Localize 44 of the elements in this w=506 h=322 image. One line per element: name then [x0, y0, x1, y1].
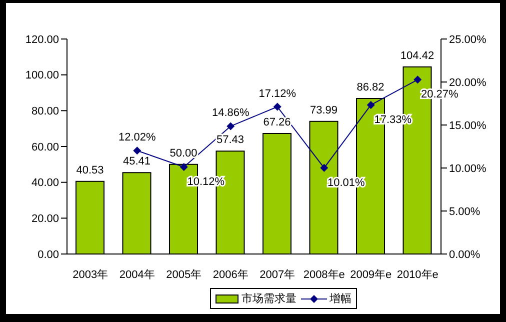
data-label: 14.86%	[212, 107, 250, 120]
point	[226, 122, 235, 130]
data-label: 12.02%	[118, 132, 156, 144]
y2-tick-label: 20.00%	[449, 76, 487, 89]
y-tick-label: 40.00	[31, 177, 59, 190]
data-label: 45.41	[122, 156, 151, 168]
x-tick-label: 2005年	[166, 268, 202, 281]
y2-tick-label: 15.00%	[449, 120, 487, 132]
y-tick-label: 120.00	[25, 34, 59, 46]
point	[273, 102, 282, 111]
data-label: 10.01%	[327, 176, 365, 189]
y2-tick-label: 10.00%	[449, 162, 487, 175]
legend-label: 增幅	[330, 292, 352, 306]
point	[414, 76, 422, 84]
y2-tick-label: 0.00%	[449, 248, 480, 261]
x-tick-label: 2006年	[212, 268, 248, 281]
data-label: 67.26	[263, 116, 291, 128]
x-tick-label: 2008年e	[303, 268, 345, 281]
data-label: 10.12%	[187, 176, 225, 188]
data-label: 73.99	[310, 104, 338, 116]
y2-tick-label: 5.00%	[449, 206, 480, 218]
y-tick-label: 80.00	[31, 106, 59, 118]
data-label: 57.43	[216, 134, 244, 146]
data-label: 86.82	[356, 81, 384, 94]
data-label: 104.42	[400, 50, 434, 62]
data-label: 50.00	[170, 147, 198, 160]
data-label: 40.53	[76, 164, 104, 176]
data-label: 17.33%	[374, 114, 412, 126]
y-tick-label: 0.00	[38, 248, 59, 261]
x-tick-label: 2010年e	[396, 268, 438, 281]
point	[180, 162, 188, 171]
y-tick-label: 20.00	[31, 213, 59, 226]
point	[133, 146, 142, 155]
point	[320, 164, 328, 172]
x-tick-label: 2003年	[72, 268, 108, 281]
point	[366, 100, 375, 109]
x-tick-label: 2004年	[119, 268, 155, 281]
data-label: 17.12%	[258, 88, 296, 100]
x-tick-label: 2009年e	[350, 268, 392, 281]
legend-label: 市场需求量	[242, 292, 296, 306]
y-tick-label: 100.00	[25, 70, 59, 82]
y2-tick-label: 25.00%	[449, 34, 487, 46]
x-tick-label: 2007年	[260, 268, 296, 281]
y-tick-label: 60.00	[31, 141, 59, 154]
